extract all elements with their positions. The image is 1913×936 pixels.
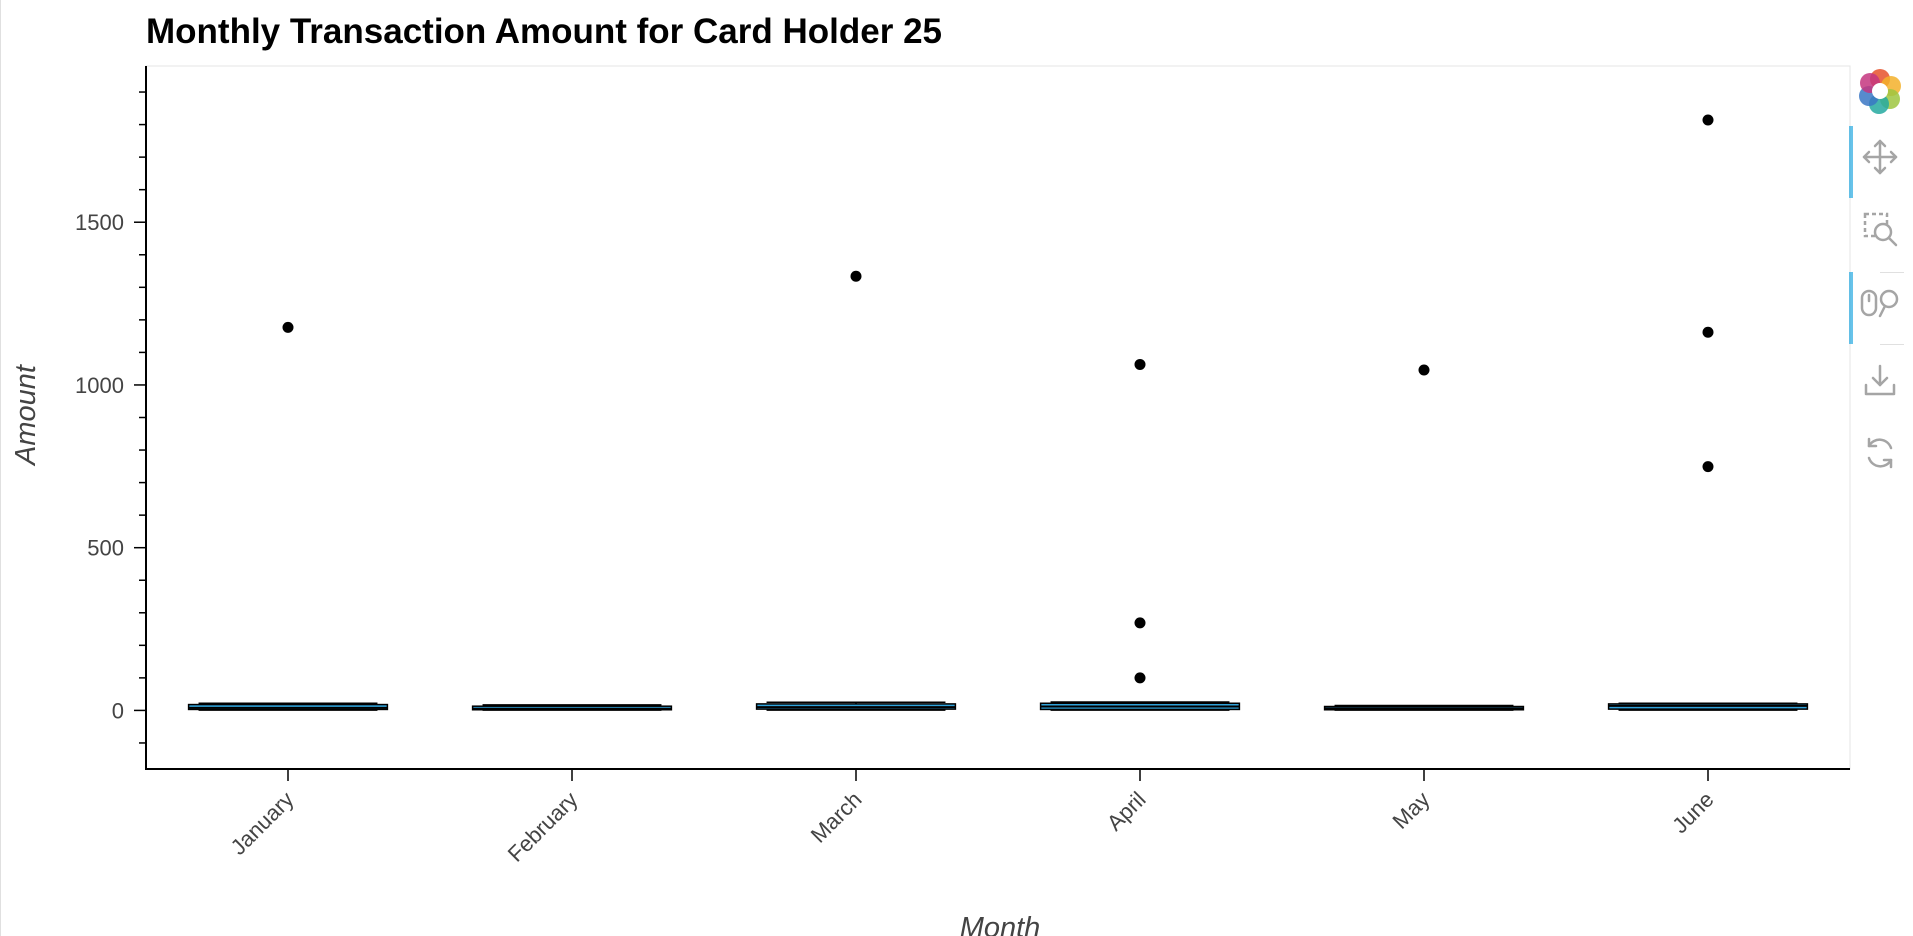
y-axis: 0 500 1000 1500 [75,66,147,770]
outliers [282,114,1714,684]
toolbar-separator [1880,272,1904,273]
reset-icon [1867,437,1892,469]
x-tick-label: March [806,787,867,848]
x-tick-label: June [1667,787,1718,838]
toolbar [1846,60,1913,480]
box-zoom-icon [1863,212,1897,247]
y-tick-label: 1000 [75,373,124,398]
y-tick-label: 0 [112,698,124,723]
box-february [471,704,673,711]
y-tick-label: 1500 [75,210,124,235]
outlier-point [1702,326,1714,338]
x-tick-label: May [1388,787,1435,834]
wheel-zoom-icon [1860,289,1898,318]
pan-tool-button[interactable] [1846,126,1913,198]
outlier-point [282,321,294,333]
box-may [1323,704,1525,711]
x-tick-label: January [226,787,299,860]
x-axis-label: Month [960,912,1041,936]
chart-title: Monthly Transaction Amount for Card Hold… [146,12,942,51]
bokeh-logo[interactable] [1846,60,1913,122]
box-march [755,701,957,711]
outlier-point [1134,358,1146,370]
box-june [1607,702,1809,711]
outlier-point [1702,461,1714,473]
pan-icon [1862,139,1897,175]
bokeh-logo-icon [1858,69,1901,114]
x-tick-label: February [503,787,583,867]
save-icon [1864,364,1895,396]
outlier-point [850,270,862,282]
boxes [187,701,1809,711]
wheel-zoom-tool-button[interactable] [1846,272,1913,344]
page-edge [0,0,1,936]
outlier-point [1702,114,1714,126]
save-tool-button[interactable] [1846,350,1913,412]
outlier-point [1134,672,1146,684]
outlier-point [1134,617,1146,629]
box-january [187,702,389,711]
y-axis-label: Amount [10,363,42,467]
toolbar-separator [1880,344,1904,345]
outlier-point [1418,364,1430,376]
box-april [1039,701,1241,711]
reset-tool-button[interactable] [1846,422,1913,484]
y-tick-label: 500 [87,536,124,561]
x-axis: January February March April May June [145,768,1850,867]
x-tick-label: April [1102,787,1151,836]
plot-frame [145,65,1851,770]
box-zoom-tool-button[interactable] [1846,198,1913,260]
